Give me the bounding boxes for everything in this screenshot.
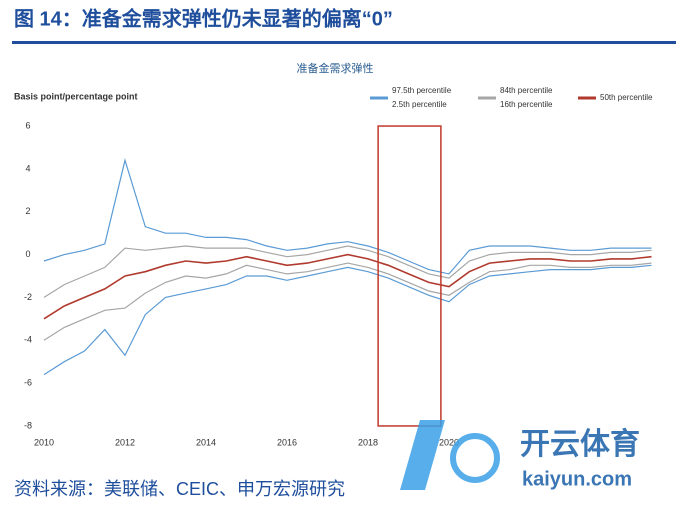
- legend-label: 2.5th percentile: [392, 100, 447, 109]
- watermark: 开云体育 kaiyun.com: [400, 420, 640, 490]
- x-tick-label: 2016: [277, 437, 297, 447]
- series-line: [43, 245, 652, 298]
- header-title: 图 14：准备金需求弹性仍未显著的偏离“0”: [14, 6, 393, 30]
- y-tick-label: 0: [25, 249, 30, 259]
- x-tick-label: 2014: [196, 437, 216, 447]
- series-line: [43, 264, 652, 376]
- y-tick-label: -4: [24, 335, 32, 345]
- series-line: [43, 262, 652, 341]
- series-line: [43, 158, 652, 275]
- watermark-logo: [400, 420, 445, 490]
- legend-label: 84th percentile: [500, 86, 553, 95]
- legend-label: 50th percentile: [600, 93, 653, 102]
- footer-source: 资料来源：美联储、CEIC、申万宏源研究: [14, 479, 345, 499]
- y-tick-label: -2: [24, 292, 32, 302]
- legend-label: 16th percentile: [500, 100, 553, 109]
- y-axis-label: Basis point/percentage point: [14, 91, 138, 101]
- highlight-box: [377, 125, 442, 427]
- x-tick-label: 2018: [358, 437, 378, 447]
- x-tick-label: 2012: [115, 437, 135, 447]
- y-tick-label: 6: [25, 120, 30, 130]
- watermark-logo: [450, 433, 500, 483]
- series-line: [43, 253, 652, 320]
- x-tick-label: 2020: [439, 437, 459, 447]
- legend-label: 97.5th percentile: [392, 86, 452, 95]
- y-tick-label: 4: [25, 163, 30, 173]
- y-tick-label: -8: [24, 420, 32, 430]
- y-tick-label: 2: [25, 206, 30, 216]
- header-rule: [12, 41, 676, 44]
- chart-title: 准备金需求弹性: [297, 61, 374, 75]
- y-tick-label: -6: [24, 377, 32, 387]
- x-tick-label: 2010: [34, 437, 54, 447]
- watermark-brand: 开云体育: [520, 427, 640, 461]
- watermark-url: kaiyun.com: [522, 468, 632, 490]
